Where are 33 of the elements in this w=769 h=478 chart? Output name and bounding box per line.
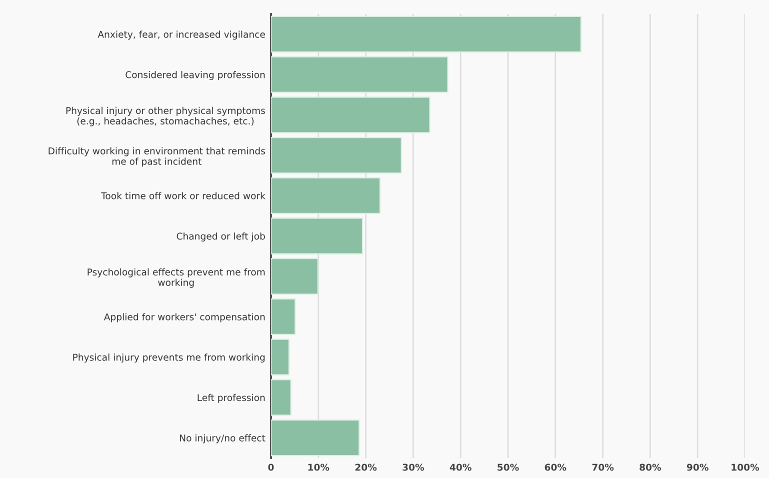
x-tick-label: 80% [640, 464, 662, 471]
y-tick-label: Applied for workers' compensation [104, 313, 265, 322]
bar [271, 298, 296, 336]
bar [271, 136, 402, 174]
x-tick-label: 70% [592, 464, 614, 471]
bar [271, 56, 448, 93]
y-tick-label: Physical injury prevents me from working [73, 354, 265, 363]
x-tick-label: 10% [308, 464, 330, 471]
bar [271, 420, 360, 456]
y-tick-label: Physical injury or other physical symptoms (e.g., headaches, stomachaches, etc.) [66, 106, 265, 126]
x-tick-label: 50% [498, 464, 519, 471]
y-tick-label: Changed or left job [176, 232, 265, 242]
bar [271, 218, 364, 254]
bar [271, 338, 290, 376]
bar [271, 379, 292, 416]
x-tick-label: 90% [686, 464, 708, 471]
y-tick-label: No injury/no effect [180, 434, 266, 444]
y-tick-label: Anxiety, fear, or increased vigilance [98, 30, 265, 40]
bar [271, 16, 582, 52]
y-tick-label: Left profession [198, 394, 265, 403]
bar [271, 177, 381, 214]
y-tick-label: Considered leaving profession [126, 71, 265, 80]
x-tick-label: 20% [355, 464, 377, 471]
bar [271, 96, 430, 134]
x-tick-label: 30% [402, 464, 424, 471]
bar [271, 258, 318, 295]
x-tick-label: 0 [268, 464, 274, 471]
y-tick-label: Psychological effects prevent me from working [88, 268, 265, 288]
x-tick-label: 40% [450, 464, 472, 471]
y-tick-label: Took time off work or reduced work [101, 192, 266, 200]
x-tick-label: 100% [732, 464, 760, 471]
y-tick-label: Difficulty working in environment that reminds me of past incident [48, 147, 265, 167]
x-tick-label: 60% [544, 464, 566, 471]
